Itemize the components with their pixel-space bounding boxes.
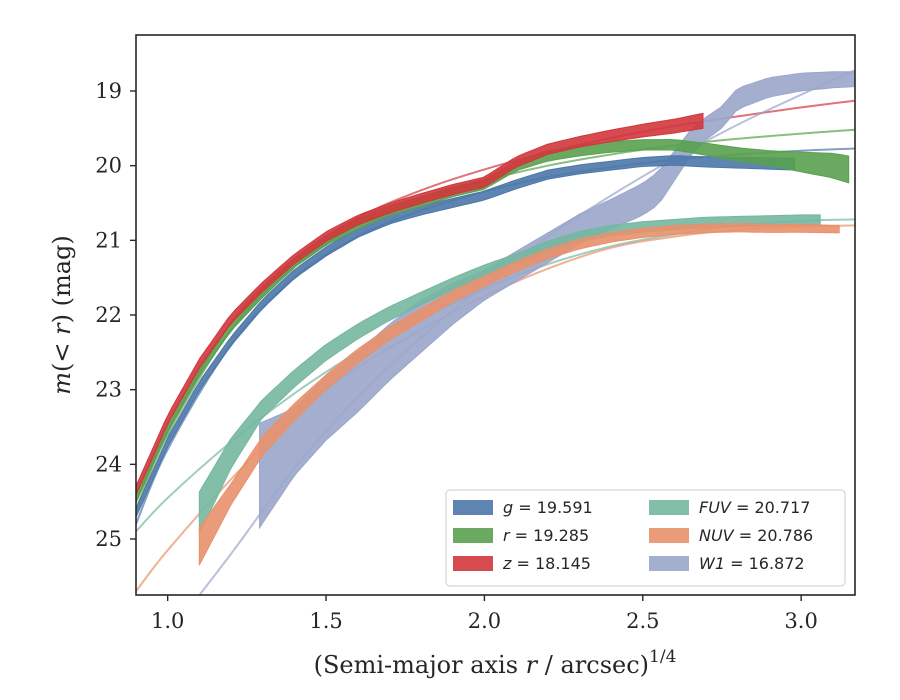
legend-swatch-z: [453, 556, 493, 571]
legend-swatch-fuv: [649, 500, 689, 515]
x-tick-label: 1.0: [151, 609, 184, 633]
profile-band-z: [136, 112, 704, 496]
legend-label-r: r = 19.285: [503, 526, 589, 545]
profile-bands: [136, 71, 855, 566]
legend-label-w1: W1 = 16.872: [699, 554, 805, 573]
legend-swatch-nuv: [649, 528, 689, 543]
y-tick-label: 22: [95, 303, 122, 327]
x-tick-label: 2.0: [468, 609, 501, 633]
legend-swatch-w1: [649, 556, 689, 571]
x-axis-label: (Semi-major axis r / arcsec)1/4: [314, 647, 677, 679]
legend: g = 19.591 r = 19.285 z = 18.145 FUV = 20.7…: [445, 489, 846, 587]
legend-label-nuv: NUV = 20.786: [699, 526, 813, 545]
y-tick-label: 21: [95, 228, 122, 252]
y-tick-label: 24: [95, 452, 122, 476]
y-tick-label: 19: [95, 79, 122, 103]
x-axis: 1.0 1.5 2.0 2.5 3.0: [151, 595, 818, 633]
x-tick-label: 2.5: [626, 609, 659, 633]
y-tick-label: 25: [95, 527, 122, 551]
legend-swatch-g: [453, 500, 493, 515]
legend-label-fuv: FUV = 20.717: [699, 498, 810, 517]
profile-band-nuv: [198, 222, 840, 566]
legend-label-g: g = 19.591: [503, 498, 593, 517]
x-tick-label: 1.5: [309, 609, 342, 633]
legend-frame: [445, 489, 846, 587]
y-tick-label: 20: [95, 154, 122, 178]
x-tick-label: 3.0: [784, 609, 817, 633]
y-axis: 19 20 21 22 23 24 25: [95, 79, 136, 551]
y-tick-label: 23: [95, 378, 122, 402]
legend-label-z: z = 18.145: [502, 554, 591, 573]
legend-swatch-r: [453, 528, 493, 543]
y-axis-label: m(< r) (mag): [48, 235, 76, 395]
